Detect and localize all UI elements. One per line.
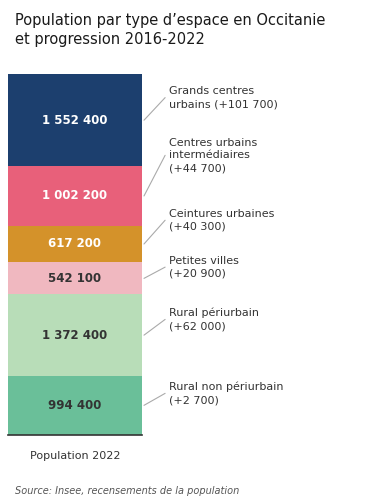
Text: 994 400: 994 400	[48, 399, 101, 412]
Text: 1 372 400: 1 372 400	[42, 329, 108, 342]
Bar	[8, 376, 142, 435]
Bar	[8, 74, 142, 166]
Text: 1 552 400: 1 552 400	[42, 114, 108, 127]
Text: Ceintures urbaines
(+40 300): Ceintures urbaines (+40 300)	[169, 209, 274, 232]
Text: Population 2022: Population 2022	[30, 451, 120, 461]
Text: Grands centres
urbains (+101 700): Grands centres urbains (+101 700)	[169, 86, 278, 109]
Bar	[8, 166, 142, 226]
Bar	[8, 294, 142, 376]
Text: 617 200: 617 200	[48, 237, 101, 250]
Bar	[8, 262, 142, 294]
Text: Source: Insee, recensements de la population: Source: Insee, recensements de la popula…	[15, 486, 240, 496]
Bar	[8, 226, 142, 262]
Text: Centres urbains
intermédiaires
(+44 700): Centres urbains intermédiaires (+44 700)	[169, 138, 257, 173]
Text: Petites villes
(+20 900): Petites villes (+20 900)	[169, 256, 239, 279]
Text: Rural périurbain
(+62 000): Rural périurbain (+62 000)	[169, 308, 259, 331]
Text: Population par type d’espace en Occitanie
et progression 2016-2022: Population par type d’espace en Occitani…	[15, 13, 326, 47]
Text: 542 100: 542 100	[48, 272, 101, 285]
Text: Rural non périurbain
(+2 700): Rural non périurbain (+2 700)	[169, 382, 283, 405]
Text: 1 002 200: 1 002 200	[42, 190, 108, 203]
